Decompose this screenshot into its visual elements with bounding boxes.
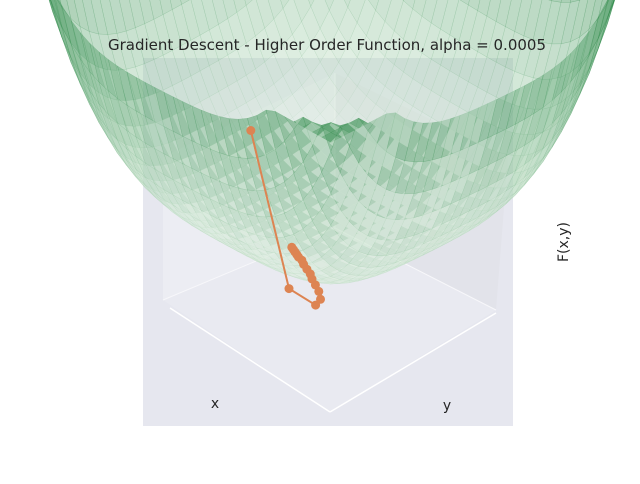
y-axis-label: y bbox=[443, 398, 451, 414]
z-axis-label: F(x,y) bbox=[556, 222, 572, 262]
descent-step-point bbox=[287, 243, 296, 252]
descent-step-point bbox=[246, 126, 255, 135]
descent-step-point bbox=[285, 284, 294, 293]
descent-step-point bbox=[316, 295, 325, 304]
chart-title: Gradient Descent - Higher Order Function… bbox=[108, 36, 546, 54]
x-axis-label: x bbox=[211, 396, 219, 412]
